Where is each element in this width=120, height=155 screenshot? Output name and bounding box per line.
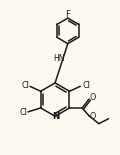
Text: HN: HN [54,54,65,63]
Text: N: N [52,112,60,121]
Text: Cl: Cl [19,108,27,117]
Text: O: O [90,112,96,121]
Text: Cl: Cl [21,81,29,90]
Text: Cl: Cl [82,81,90,90]
Text: F: F [65,10,70,19]
Text: O: O [90,93,96,102]
